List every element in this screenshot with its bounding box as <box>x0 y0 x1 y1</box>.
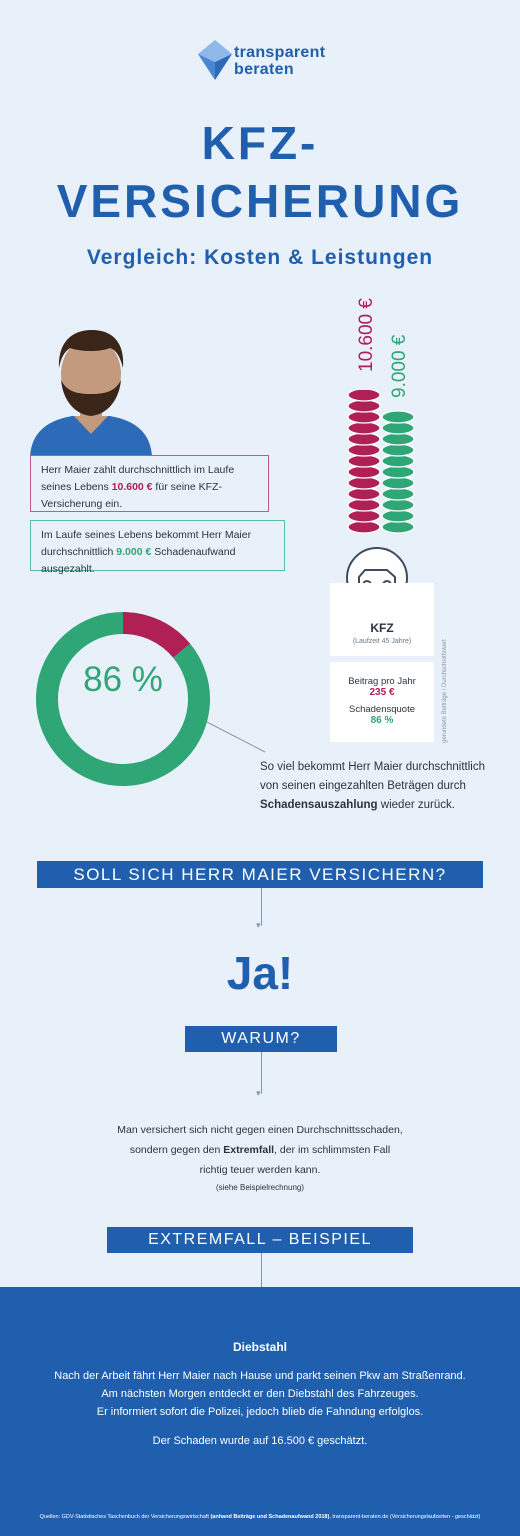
brand-logo: transparent beraten <box>198 40 328 80</box>
story-line2: Am nächsten Morgen entdeckt er den Diebs… <box>101 1388 419 1400</box>
sources-bold: (anhand Beiträge und Schadenaufwand 2018… <box>210 1514 330 1520</box>
story-line1: Nach der Arbeit fährt Herr Maier nach Ha… <box>54 1370 466 1382</box>
paid-coin <box>347 399 381 413</box>
reason-line2: sondern gegen den Extremfall, der im sch… <box>0 1140 520 1160</box>
connector-line <box>206 721 266 753</box>
footer-section: Diebstahl Nach der Arbeit fährt Herr Mai… <box>0 1287 520 1536</box>
paid-coin <box>347 390 381 402</box>
kfz-card-title: KFZ <box>370 621 394 635</box>
kfz-card-runtime: (Laufzeit 45 Jahre) <box>352 638 412 645</box>
donut-caption-line1: So viel bekommt Herr Maier durchschnittl… <box>260 761 485 773</box>
received-coin <box>381 465 415 479</box>
received-coin <box>381 498 415 512</box>
reason-line2-post: , der im schlimmsten Fall <box>274 1144 391 1156</box>
card-side-note: gerundete Beiträge / Durchschnittswert <box>442 639 448 743</box>
logo-text-line2: beraten <box>234 61 294 78</box>
sources-pre: Quellen: GDV-Statistisches Taschenbuch d… <box>39 1514 211 1520</box>
logo-icon <box>198 40 232 80</box>
paid-text-post: für seine KFZ-Versicherung ein. <box>41 481 222 510</box>
donut-caption-tail: wieder zurück. <box>377 799 455 811</box>
example-heading: EXTREMFALL – BEISPIEL <box>107 1227 413 1253</box>
sources-note: Quellen: GDV-Statistisches Taschenbuch d… <box>0 1514 520 1520</box>
reason-line2-pre: sondern gegen den <box>129 1144 224 1156</box>
paid-info-box: Herr Maier zahlt durchschnittlich im Lau… <box>30 455 269 512</box>
received-coin <box>381 509 415 523</box>
received-coin <box>381 454 415 468</box>
story-line4: Der Schaden wurde auf 16.500 € geschätzt… <box>152 1435 368 1447</box>
received-coin <box>381 487 415 501</box>
arrow-line-1 <box>261 888 262 926</box>
payout-donut <box>36 612 210 786</box>
reason-line1: Man versichert sich nicht gegen einen Du… <box>117 1124 403 1136</box>
paid-stack-label: 10.600 € <box>356 298 377 372</box>
paid-coin <box>347 476 381 490</box>
paid-coin <box>347 498 381 512</box>
donut-rest-segment <box>36 612 210 786</box>
paid-coin <box>347 454 381 468</box>
reason-line2-bold: Extremfall <box>223 1144 275 1156</box>
ratio-label: Schadensquote <box>348 704 416 715</box>
donut-caption-line2: von seinen eingezahlten Beträgen durch <box>260 780 466 792</box>
page-title-line2: VERSICHERUNG <box>56 175 464 227</box>
question-heading: SOLL SICH HERR MAIER VERSICHERN? <box>37 861 483 888</box>
page-subtitle: Vergleich: Kosten & Leistungen <box>86 246 434 269</box>
received-coin <box>381 410 415 424</box>
paid-amount: 10.600 € <box>111 481 153 493</box>
answer-heading: Ja! <box>226 947 294 999</box>
page-title-line1: KFZ- <box>201 117 319 169</box>
received-text-pre: Im Laufe seines Lebens bekommt Herr Maie… <box>41 529 252 558</box>
paid-coin <box>347 465 381 479</box>
person-illustration <box>30 330 152 456</box>
paid-coin <box>347 432 381 446</box>
premium-label: Beitrag pro Jahr <box>348 676 416 687</box>
received-coin <box>381 421 415 435</box>
received-info-box: Im Laufe seines Lebens bekommt Herr Maie… <box>30 520 285 575</box>
story-title: Diebstahl <box>232 1340 287 1354</box>
paid-coin <box>347 410 381 424</box>
paid-coin <box>347 443 381 457</box>
premium-value: 235 € <box>369 687 395 698</box>
donut-caption-bold: Schadensauszahlung <box>260 799 378 811</box>
arrow-line-3 <box>261 1253 262 1287</box>
received-coin <box>381 443 415 457</box>
ratio-value: 86 % <box>370 715 394 726</box>
received-amount: 9.000 € <box>116 546 152 558</box>
received-stack-label: 9.000 € <box>389 334 410 398</box>
logo-text-line1: transparent <box>234 44 326 61</box>
paid-coin <box>347 520 381 534</box>
kfz-card-header: KFZ (Laufzeit 45 Jahre) <box>330 583 434 656</box>
arrow-down-icon: ▾ <box>256 920 261 930</box>
sources-post: , transparent-beraten.de (Versicherungsl… <box>329 1514 481 1520</box>
reason-line3: richtig teuer werden kann. <box>199 1164 321 1176</box>
received-text-post: Schadenaufwand ausgezahlt. <box>41 546 236 575</box>
received-coin <box>381 432 415 446</box>
received-coin <box>381 520 415 534</box>
why-heading: WARUM? <box>185 1026 337 1052</box>
reason-note: (siehe Beispielrechnung) <box>215 1183 305 1192</box>
donut-caption: So viel bekommt Herr Maier durchschnittl… <box>260 758 500 815</box>
kfz-card-details: Beitrag pro Jahr 235 € Schadensquote 86 … <box>330 662 434 742</box>
story-line3: Er informiert sofort die Polizei, jedoch… <box>96 1406 424 1418</box>
paid-text-pre: Herr Maier zahlt durchschnittlich im Lau… <box>41 464 235 493</box>
paid-coin <box>347 487 381 501</box>
arrow-down-icon: ▾ <box>256 1088 261 1098</box>
arrow-line-2 <box>261 1052 262 1094</box>
coin-stacks <box>347 390 415 534</box>
donut-percent-label: 86 % <box>83 660 163 699</box>
paid-coin <box>347 421 381 435</box>
paid-coin <box>347 509 381 523</box>
received-coin <box>381 476 415 490</box>
